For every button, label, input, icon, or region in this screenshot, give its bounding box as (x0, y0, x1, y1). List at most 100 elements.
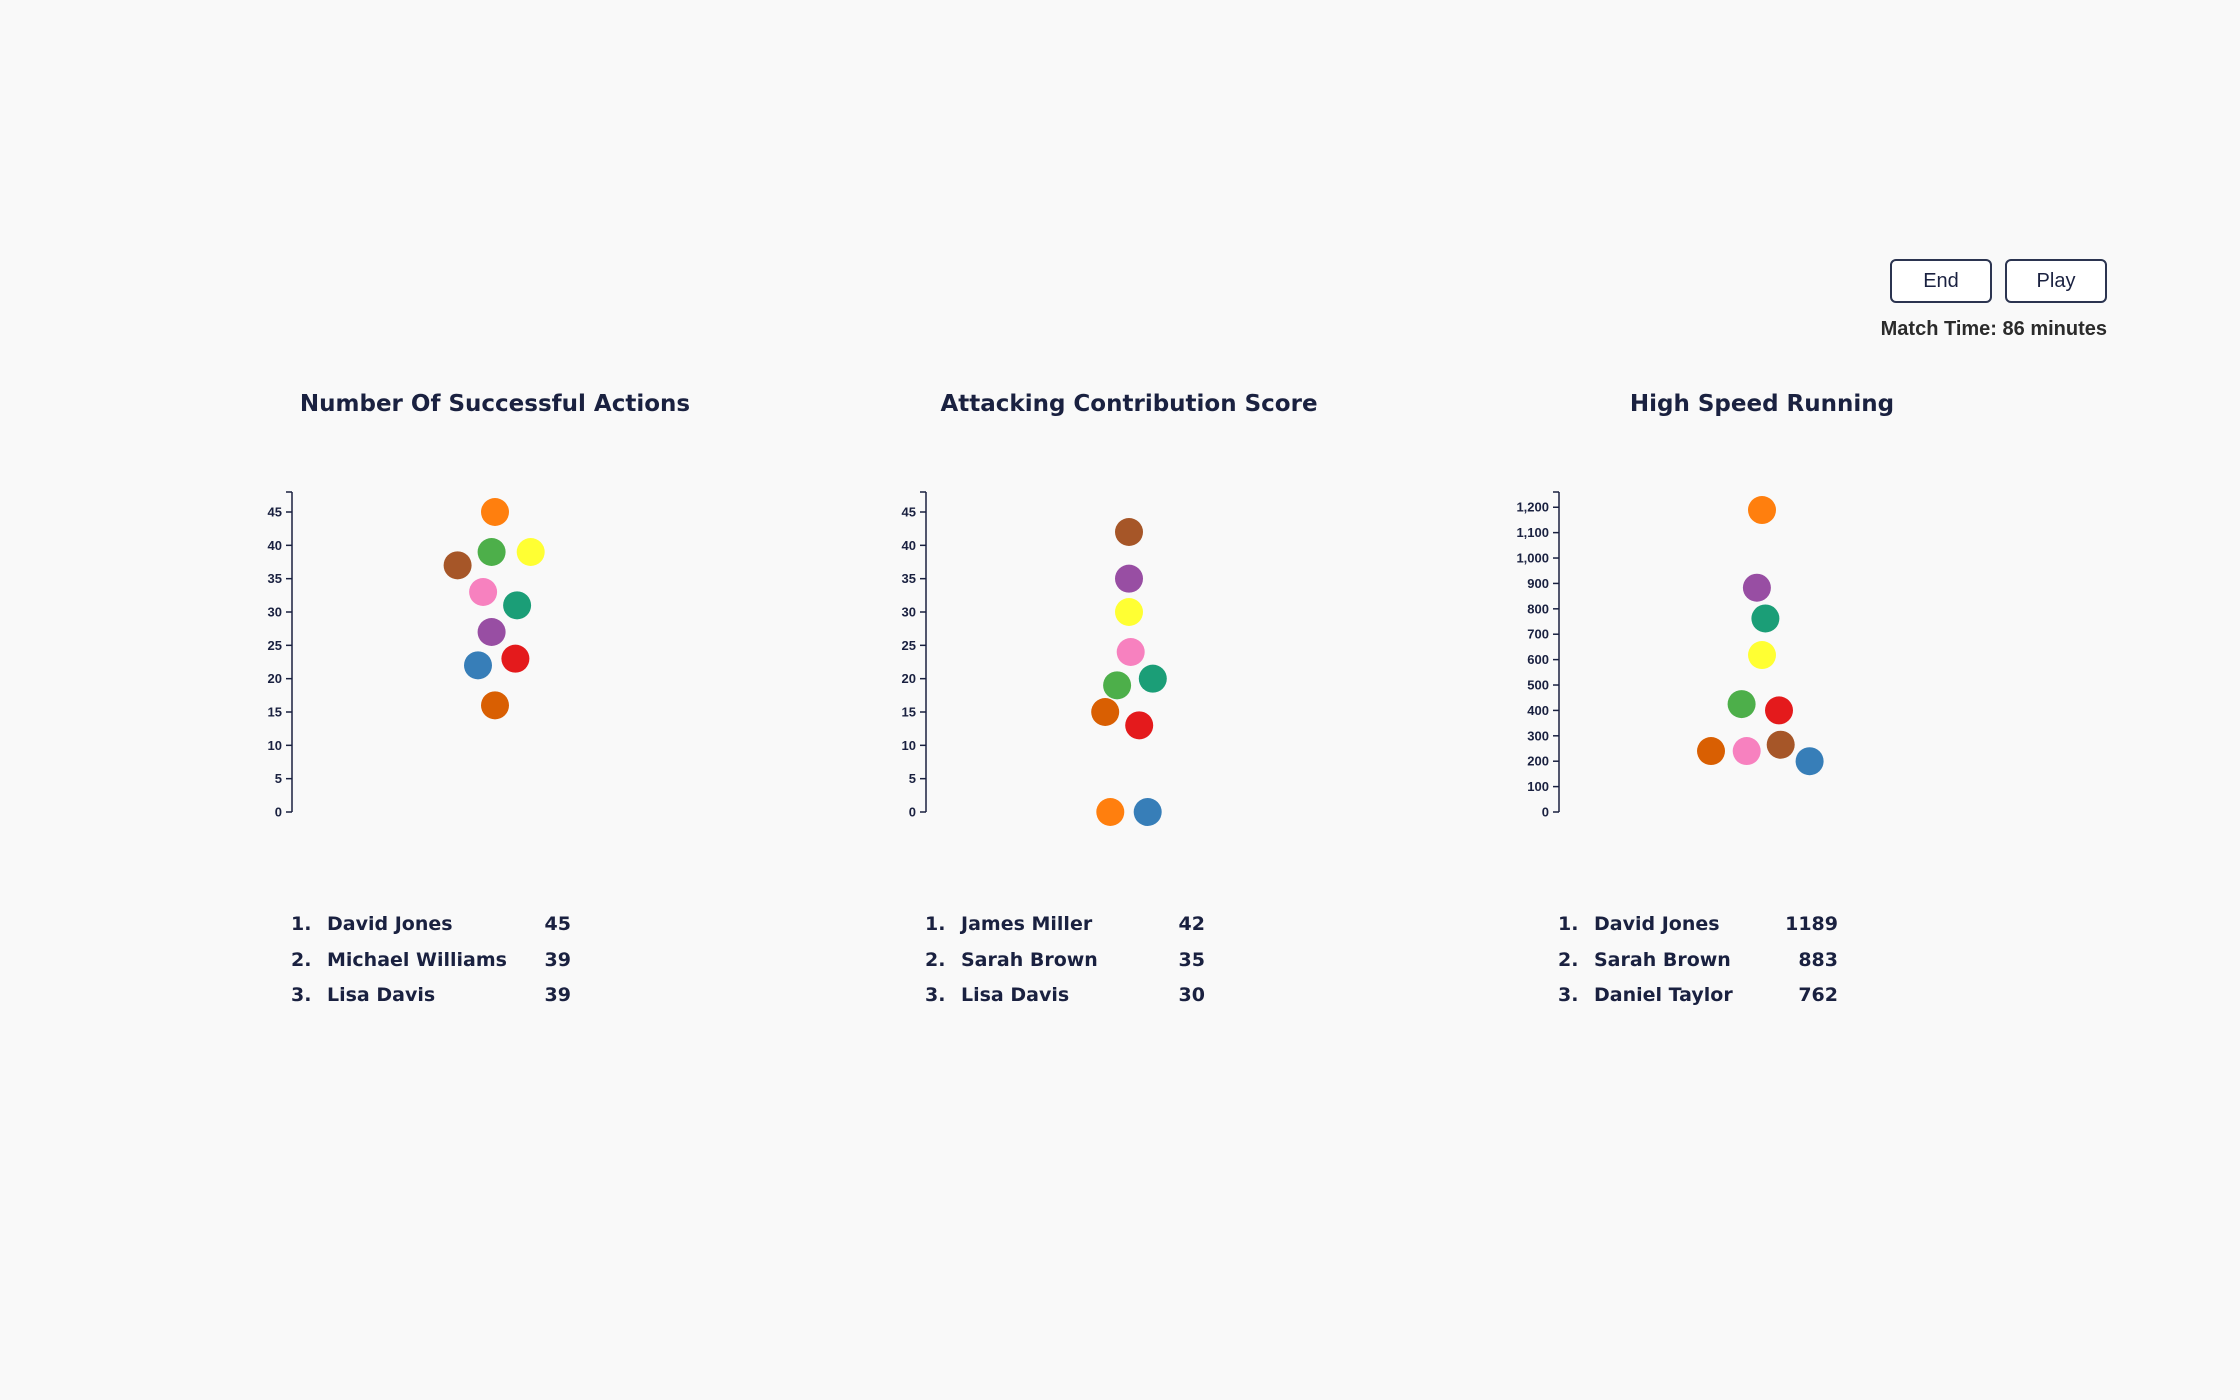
leaderboard-value: 30 (1178, 984, 1205, 1006)
leaderboard-rank: 1. (1558, 913, 1579, 935)
y-tick-label: 900 (1527, 576, 1549, 591)
scatter-chart-high-speed-running: 0 100 200 300 400 500 600 700 800 900 1,000 1,100 1,… (1516, 491, 1824, 820)
leaderboard-player-name: James Miller (961, 913, 1093, 935)
y-tick-label: 800 (1527, 601, 1549, 616)
player-dot[interactable] (1115, 564, 1143, 593)
player-dot[interactable] (1125, 711, 1154, 740)
y-tick-label: 25 (902, 638, 916, 653)
scatter-chart-attacking-contribution: 0 5 10 15 20 25 30 35 40 45 (902, 491, 1167, 826)
y-tick-label: 35 (268, 571, 282, 586)
panel-high-speed-running: High Speed Running 0 100 200 300 400 500 600 70… (1516, 388, 2002, 1028)
y-tick-label: 15 (268, 705, 282, 720)
y-tick-label: 40 (268, 538, 282, 553)
leaderboard-rank: 3. (291, 984, 312, 1006)
player-dot[interactable] (481, 498, 509, 526)
y-tick-label: 600 (1527, 652, 1549, 667)
leaderboard-player-name: Lisa Davis (961, 984, 1070, 1006)
leaderboard-value: 45 (544, 913, 571, 935)
end-button[interactable]: End (1890, 259, 1992, 303)
scatter-chart-successful-actions: 0 5 10 15 20 25 30 35 40 45 (268, 491, 545, 820)
data-points (1697, 496, 1824, 776)
player-dot[interactable] (1697, 737, 1725, 766)
chart-title: Number Of Successful Actions (299, 391, 691, 417)
player-dot[interactable] (1133, 798, 1162, 826)
y-tick-label: 1,100 (1516, 525, 1549, 540)
y-axis: 0 5 10 15 20 25 30 35 40 45 (902, 491, 927, 820)
player-dot[interactable] (477, 618, 506, 646)
leaderboard-value: 1189 (1785, 913, 1838, 935)
y-tick-label: 20 (268, 671, 282, 686)
leaderboard-rank: 1. (925, 913, 946, 935)
player-dot[interactable] (1795, 747, 1824, 776)
y-tick-label: 5 (275, 771, 282, 786)
y-tick-label: 25 (268, 638, 282, 653)
leaderboard-player-name: Lisa Davis (327, 984, 436, 1006)
leaderboard-value: 762 (1798, 984, 1838, 1006)
player-dot[interactable] (1727, 690, 1756, 719)
player-dot[interactable] (481, 691, 509, 720)
y-tick-label: 300 (1527, 728, 1549, 743)
y-tick-label: 500 (1527, 678, 1549, 693)
player-dot[interactable] (464, 651, 492, 680)
y-tick-label: 45 (902, 505, 916, 520)
y-tick-label: 45 (268, 505, 282, 520)
panel-attacking-contribution: Attacking Contribution Score 0 5 10 15 20 25 3… (889, 388, 1369, 1028)
player-dot[interactable] (1766, 730, 1795, 759)
player-dot[interactable] (1138, 664, 1167, 693)
y-tick-label: 15 (902, 705, 916, 720)
player-dot[interactable] (443, 551, 472, 580)
leaderboard-rank: 2. (291, 948, 312, 971)
player-dot[interactable] (516, 538, 545, 566)
leaderboard-rank: 2. (925, 948, 946, 971)
y-tick-label: 400 (1527, 703, 1549, 718)
y-axis: 0 100 200 300 400 500 600 700 800 900 1,000 1,100 1,… (1516, 491, 1560, 820)
player-dot[interactable] (1116, 638, 1145, 666)
player-dot[interactable] (501, 644, 530, 673)
data-points (1091, 518, 1167, 826)
chart-title: High Speed Running (1629, 391, 1895, 417)
leaderboard-rank: 1. (291, 913, 312, 935)
player-dot[interactable] (1096, 798, 1125, 826)
player-dot[interactable] (469, 578, 498, 606)
y-tick-label: 0 (909, 805, 916, 820)
panel-successful-actions: Number Of Successful Actions 0 5 10 15 20 25 3… (255, 388, 735, 1028)
leaderboard-value: 883 (1798, 948, 1838, 971)
player-dot[interactable] (1748, 496, 1776, 525)
y-tick-label: 0 (275, 805, 282, 820)
y-tick-label: 0 (1542, 805, 1549, 820)
y-tick-label: 40 (902, 538, 916, 553)
player-dot[interactable] (1103, 671, 1132, 700)
y-tick-label: 100 (1527, 779, 1549, 794)
chart-title: Attacking Contribution Score (940, 391, 1318, 417)
leaderboard-rank: 2. (1558, 948, 1579, 971)
playback-controls: End Play (1890, 259, 2107, 303)
y-tick-label: 200 (1527, 754, 1549, 769)
y-axis: 0 5 10 15 20 25 30 35 40 45 (268, 491, 293, 820)
play-button[interactable]: Play (2005, 259, 2107, 303)
player-dot[interactable] (503, 591, 532, 620)
leaderboard-rank: 3. (925, 984, 946, 1006)
player-dot[interactable] (477, 538, 506, 566)
y-tick-label: 10 (902, 738, 916, 753)
match-time: Match Time: 86 minutes (1880, 318, 2107, 340)
leaderboard-player-name: Sarah Brown (961, 948, 1098, 971)
y-tick-label: 1,000 (1516, 551, 1549, 566)
player-dot[interactable] (1765, 696, 1793, 725)
leaderboard-player-name: David Jones (1594, 913, 1720, 935)
data-points (443, 498, 545, 720)
player-dot[interactable] (1732, 737, 1761, 766)
player-dot[interactable] (1742, 573, 1771, 602)
player-dot[interactable] (1751, 604, 1780, 633)
player-dot[interactable] (1091, 698, 1120, 726)
player-dot[interactable] (1115, 518, 1143, 546)
leaderboard-player-name: David Jones (327, 913, 453, 935)
leaderboard-value: 42 (1178, 913, 1205, 935)
y-tick-label: 10 (268, 738, 282, 753)
y-tick-label: 1,200 (1516, 500, 1549, 515)
leaderboard-value: 39 (544, 948, 571, 971)
player-dot[interactable] (1748, 641, 1776, 670)
y-tick-label: 35 (902, 571, 916, 586)
y-tick-label: 700 (1527, 627, 1549, 642)
player-dot[interactable] (1115, 598, 1143, 626)
